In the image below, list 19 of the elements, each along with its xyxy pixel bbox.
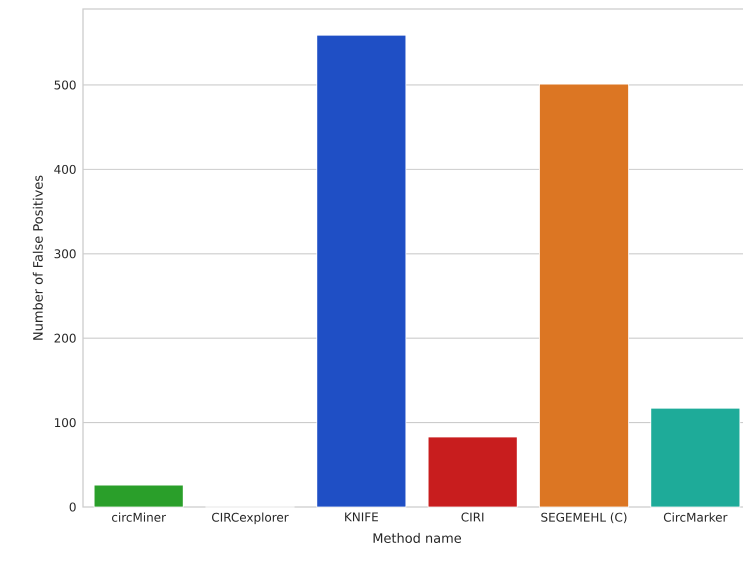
bar bbox=[539, 84, 629, 508]
y-tick-label: 500 bbox=[54, 80, 76, 90]
y-tick-label: 200 bbox=[54, 334, 76, 343]
x-tick-label: CircMarker bbox=[664, 512, 728, 522]
bar bbox=[428, 436, 518, 508]
y-tick-label: 300 bbox=[54, 249, 76, 258]
x-axis-title: Method name bbox=[374, 532, 462, 543]
y-axis-title: Number of False Positives bbox=[32, 176, 43, 340]
bar bbox=[94, 484, 184, 508]
x-tick-label: SEGEMEHL (C) bbox=[541, 512, 626, 524]
bar bbox=[316, 34, 406, 508]
x-tick-label: CIRCexplorer bbox=[212, 512, 289, 524]
bar bbox=[650, 408, 740, 508]
x-tick-label: CIRI bbox=[461, 512, 484, 522]
y-tick-label: 100 bbox=[54, 418, 76, 428]
y-tick-label: 0 bbox=[70, 502, 76, 512]
x-tick-label: circMiner bbox=[112, 512, 166, 522]
x-tick-label: KNIFE bbox=[345, 512, 378, 522]
y-tick-label: 400 bbox=[54, 164, 76, 174]
